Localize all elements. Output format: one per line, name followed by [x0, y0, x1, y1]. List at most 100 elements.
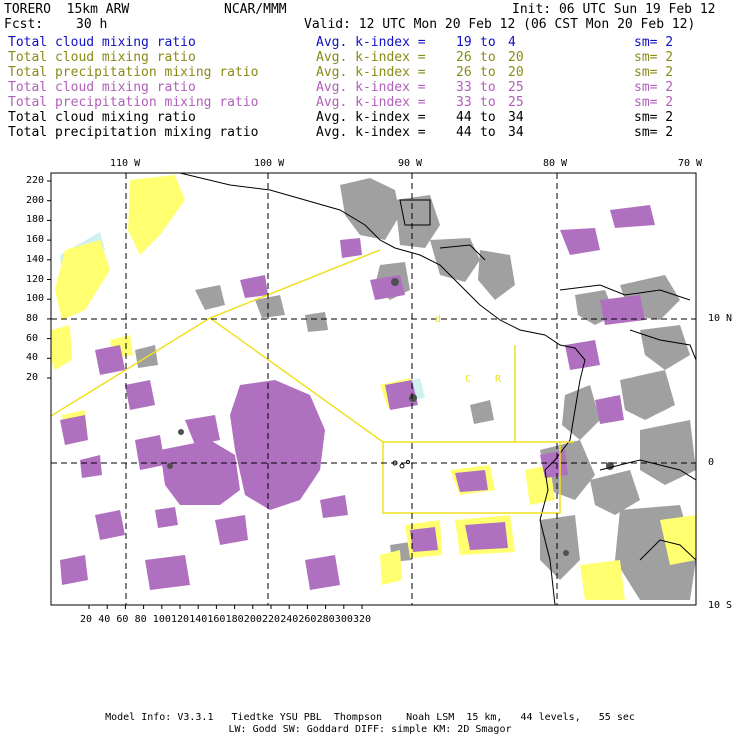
x-tick-label: 140 [189, 614, 208, 625]
x-tick-label: 200 [243, 614, 262, 625]
lon-label-110w: 110 W [110, 158, 141, 169]
legend-row: Total precipitation mixing ratio Avg. k-i… [8, 65, 738, 80]
lon-label-70w: 70 W [678, 158, 703, 169]
lon-label-90w: 90 W [398, 158, 423, 169]
domain-label-r: R [495, 374, 502, 385]
x-tick-label: 180 [225, 614, 244, 625]
legend-smoothing: sm= 2 [634, 95, 674, 110]
legend-to-value: 25 [508, 80, 524, 95]
legend-avg-label: Avg. k-index = [316, 65, 426, 80]
x-tick-label: 80 [134, 614, 147, 625]
lat-label-0: 0 [708, 457, 715, 468]
legend-row: Total cloud mixing ratio Avg. k-index = 44… [8, 110, 738, 125]
legend-avg-label: Avg. k-index = [316, 80, 426, 95]
x-tick-label: 100 [152, 614, 171, 625]
x-tick-label: 40 [98, 614, 111, 625]
y-tick-label: 220 [26, 175, 45, 186]
legend-from-value: 33 [456, 80, 472, 95]
x-tick-label: 240 [280, 614, 299, 625]
legend-from-value: 44 [456, 110, 472, 125]
forecast-label: Fcst: [4, 17, 44, 32]
legend-field: Total precipitation mixing ratio [8, 65, 259, 80]
org-label: NCAR/MMM [224, 2, 287, 17]
legend-field: Total cloud mixing ratio [8, 80, 196, 95]
x-tick-label: 280 [316, 614, 335, 625]
legend-row: Total cloud mixing ratio Avg. k-index = 26… [8, 50, 738, 65]
x-tick-label: 60 [116, 614, 129, 625]
domain-label-d: d [435, 314, 441, 325]
legend-to-value: 34 [508, 110, 524, 125]
x-tick-label: 120 [171, 614, 190, 625]
legend-from-value: 26 [456, 65, 472, 80]
legend-avg-label: Avg. k-index = [316, 35, 426, 50]
legend-from-value: 44 [456, 125, 472, 140]
x-tick-label: 160 [207, 614, 226, 625]
model-info-line2: LW: Godd SW: Goddard DIFF: simple KM: 2D… [228, 724, 512, 735]
legend-smoothing: sm= 2 [634, 110, 674, 125]
purple-cloud-areas [60, 205, 655, 590]
legend-row: Total precipitation mixing ratio Avg. k-i… [8, 95, 738, 110]
legend-field: Total precipitation mixing ratio [8, 95, 259, 110]
y-tick-label: 40 [26, 352, 39, 364]
legend-smoothing: sm= 2 [634, 50, 674, 65]
legend-from-value: 26 [456, 50, 472, 65]
legend-avg-label: Avg. k-index = [316, 110, 426, 125]
legend-row: Total cloud mixing ratio Avg. k-index = 19… [8, 35, 738, 50]
legend-from-value: 33 [456, 95, 472, 110]
legend-to-word: to [480, 35, 496, 50]
legend-avg-label: Avg. k-index = [316, 95, 426, 110]
legend-to-word: to [480, 65, 496, 80]
forecast-hours: 30 h [76, 17, 108, 32]
legend-avg-label: Avg. k-index = [316, 125, 426, 140]
legend-field: Total cloud mixing ratio [8, 35, 196, 50]
legend-to-word: to [480, 125, 496, 140]
lat-lon-grid [51, 173, 696, 605]
domain-label-c: C [465, 374, 471, 385]
x-tick-label: 320 [353, 614, 372, 625]
axis-tick-marks [47, 180, 363, 609]
lon-label-100w: 100 W [254, 158, 285, 169]
legend-from-value: 19 [456, 35, 472, 50]
legend-to-value: 25 [508, 95, 524, 110]
legend-to-word: to [480, 50, 496, 65]
legend-to-value: 34 [508, 125, 524, 140]
legend-to-word: to [480, 80, 496, 95]
y-tick-label: 80 [26, 312, 39, 324]
y-tick-label: 200 [26, 194, 45, 206]
y-tick-label: 60 [26, 332, 39, 344]
legend-row: Total precipitation mixing ratio Avg. k-i… [8, 125, 738, 140]
legend-smoothing: sm= 2 [634, 35, 674, 50]
y-tick-label: 120 [26, 273, 45, 285]
x-tick-label: 20 [80, 614, 93, 625]
legend-to-value: 20 [508, 65, 524, 80]
init-time: Init: 06 UTC Sun 19 Feb 12 [512, 2, 716, 17]
legend-field: Total cloud mixing ratio [8, 110, 196, 125]
map-frame [50, 172, 697, 606]
y-tick-label: 100 [26, 293, 45, 305]
legend-to-value: 20 [508, 50, 524, 65]
y-tick-label: 20 [26, 372, 39, 383]
x-tick-label: 300 [334, 614, 353, 625]
x-tick-label: 260 [298, 614, 317, 625]
legend-field: Total cloud mixing ratio [8, 50, 196, 65]
legend-to-value: 4 [508, 35, 516, 50]
legend-smoothing: sm= 2 [634, 80, 674, 95]
legend-smoothing: sm= 2 [634, 125, 674, 140]
y-tick-label: 160 [26, 234, 45, 246]
lat-label-10n: 10 N [708, 313, 733, 324]
legend-to-word: to [480, 110, 496, 125]
legend-avg-label: Avg. k-index = [316, 50, 426, 65]
model-title: TORERO 15km ARW [4, 2, 130, 17]
nested-domain-outlines [51, 249, 573, 514]
valid-time: Valid: 12 UTC Mon 20 Feb 12 (06 CST Mon … [304, 17, 696, 32]
y-tick-label: 140 [26, 253, 45, 265]
y-tick-label: 180 [26, 214, 45, 226]
model-info-line1: Model Info: V3.3.1 Tiedtke YSU PBL Thomp… [105, 712, 635, 723]
legend-to-word: to [480, 95, 496, 110]
legend-field: Total precipitation mixing ratio [8, 125, 259, 140]
legend-smoothing: sm= 2 [634, 65, 674, 80]
lon-label-80w: 80 W [543, 158, 568, 169]
x-tick-label: 220 [262, 614, 281, 625]
lat-label-10s: 10 S [708, 600, 733, 611]
